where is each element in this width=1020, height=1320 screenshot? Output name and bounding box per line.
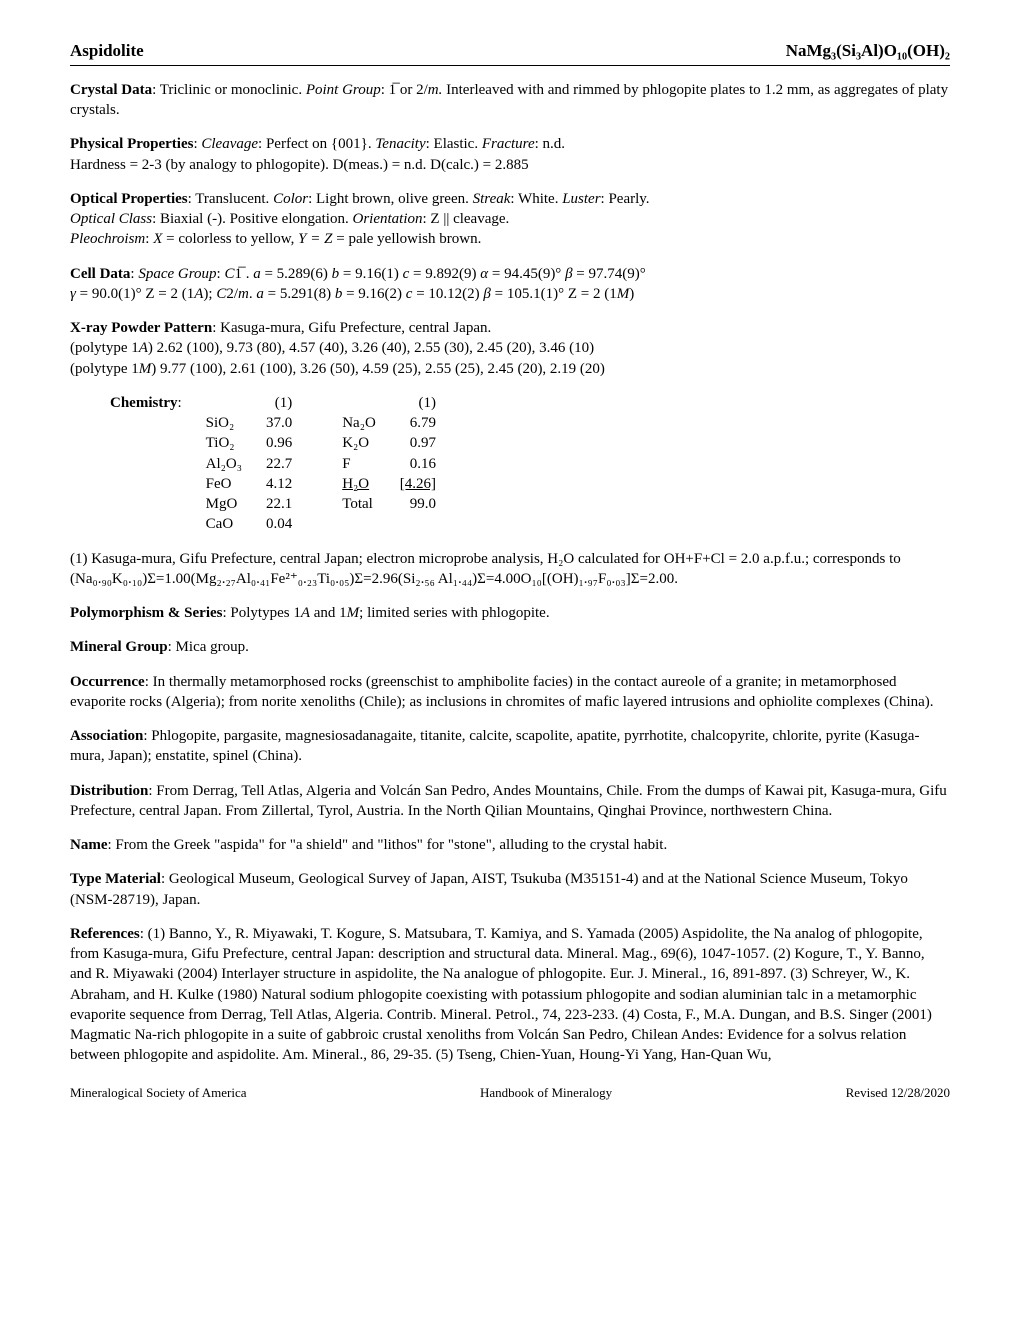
footer-mid: Handbook of Mineralogy [480, 1084, 612, 1102]
chem-label: Chemistry [110, 395, 178, 411]
chemistry-table: Chemistry: (1) (1) SiO₂37.0Na₂O6.79 TiO₂… [110, 393, 486, 535]
polymorphism: Polymorphism & Series: Polytypes 1A and … [70, 603, 950, 623]
cell-data: Cell Data: Space Group: C1̅ . a = 5.289(… [70, 264, 950, 305]
xray-pattern: X-ray Powder Pattern: Kasuga-mura, Gifu … [70, 318, 950, 379]
name-origin: Name: From the Greek "aspida" for "a shi… [70, 835, 950, 855]
association: Association: Phlogopite, pargasite, magn… [70, 726, 950, 767]
mineral-name: Aspidolite [70, 40, 144, 63]
footer-right: Revised 12/28/2020 [846, 1084, 950, 1102]
mineral-formula: NaMg₃(Si₃Al)O₁₀(OH)₂ [786, 40, 950, 63]
opt-label: Optical Properties [70, 191, 188, 207]
header: Aspidolite NaMg₃(Si₃Al)O₁₀(OH)₂ [70, 40, 950, 66]
table-row: Al₂O₃22.7F0.16 [110, 454, 486, 474]
type-material: Type Material: Geological Museum, Geolog… [70, 869, 950, 910]
physical-properties: Physical Properties: Cleavage: Perfect o… [70, 134, 950, 175]
table-row: TiO₂0.96K₂O0.97 [110, 433, 486, 453]
table-row: SiO₂37.0Na₂O6.79 [110, 413, 486, 433]
chemistry-section: Chemistry: (1) (1) SiO₂37.0Na₂O6.79 TiO₂… [70, 393, 950, 535]
occurrence: Occurrence: In thermally metamorphosed r… [70, 672, 950, 713]
xray-label: X-ray Powder Pattern [70, 320, 212, 336]
table-row: Chemistry: (1) (1) [110, 393, 486, 413]
mineral-group: Mineral Group: Mica group. [70, 637, 950, 657]
footer: Mineralogical Society of America Handboo… [70, 1084, 950, 1102]
table-row: CaO0.04 [110, 514, 486, 534]
chemistry-note: (1) Kasuga-mura, Gifu Prefecture, centra… [70, 549, 950, 590]
crystal-data-label: Crystal Data [70, 82, 152, 98]
optical-properties: Optical Properties: Translucent. Color: … [70, 189, 950, 250]
cell-label: Cell Data [70, 266, 130, 282]
phys-label: Physical Properties [70, 136, 193, 152]
table-row: MgO22.1Total99.0 [110, 494, 486, 514]
references: References: (1) Banno, Y., R. Miyawaki, … [70, 924, 950, 1066]
distribution: Distribution: From Derrag, Tell Atlas, A… [70, 781, 950, 822]
footer-left: Mineralogical Society of America [70, 1084, 247, 1102]
crystal-data: Crystal Data: Triclinic or monoclinic. P… [70, 80, 950, 121]
table-row: FeO4.12H₂O[4.26] [110, 474, 486, 494]
